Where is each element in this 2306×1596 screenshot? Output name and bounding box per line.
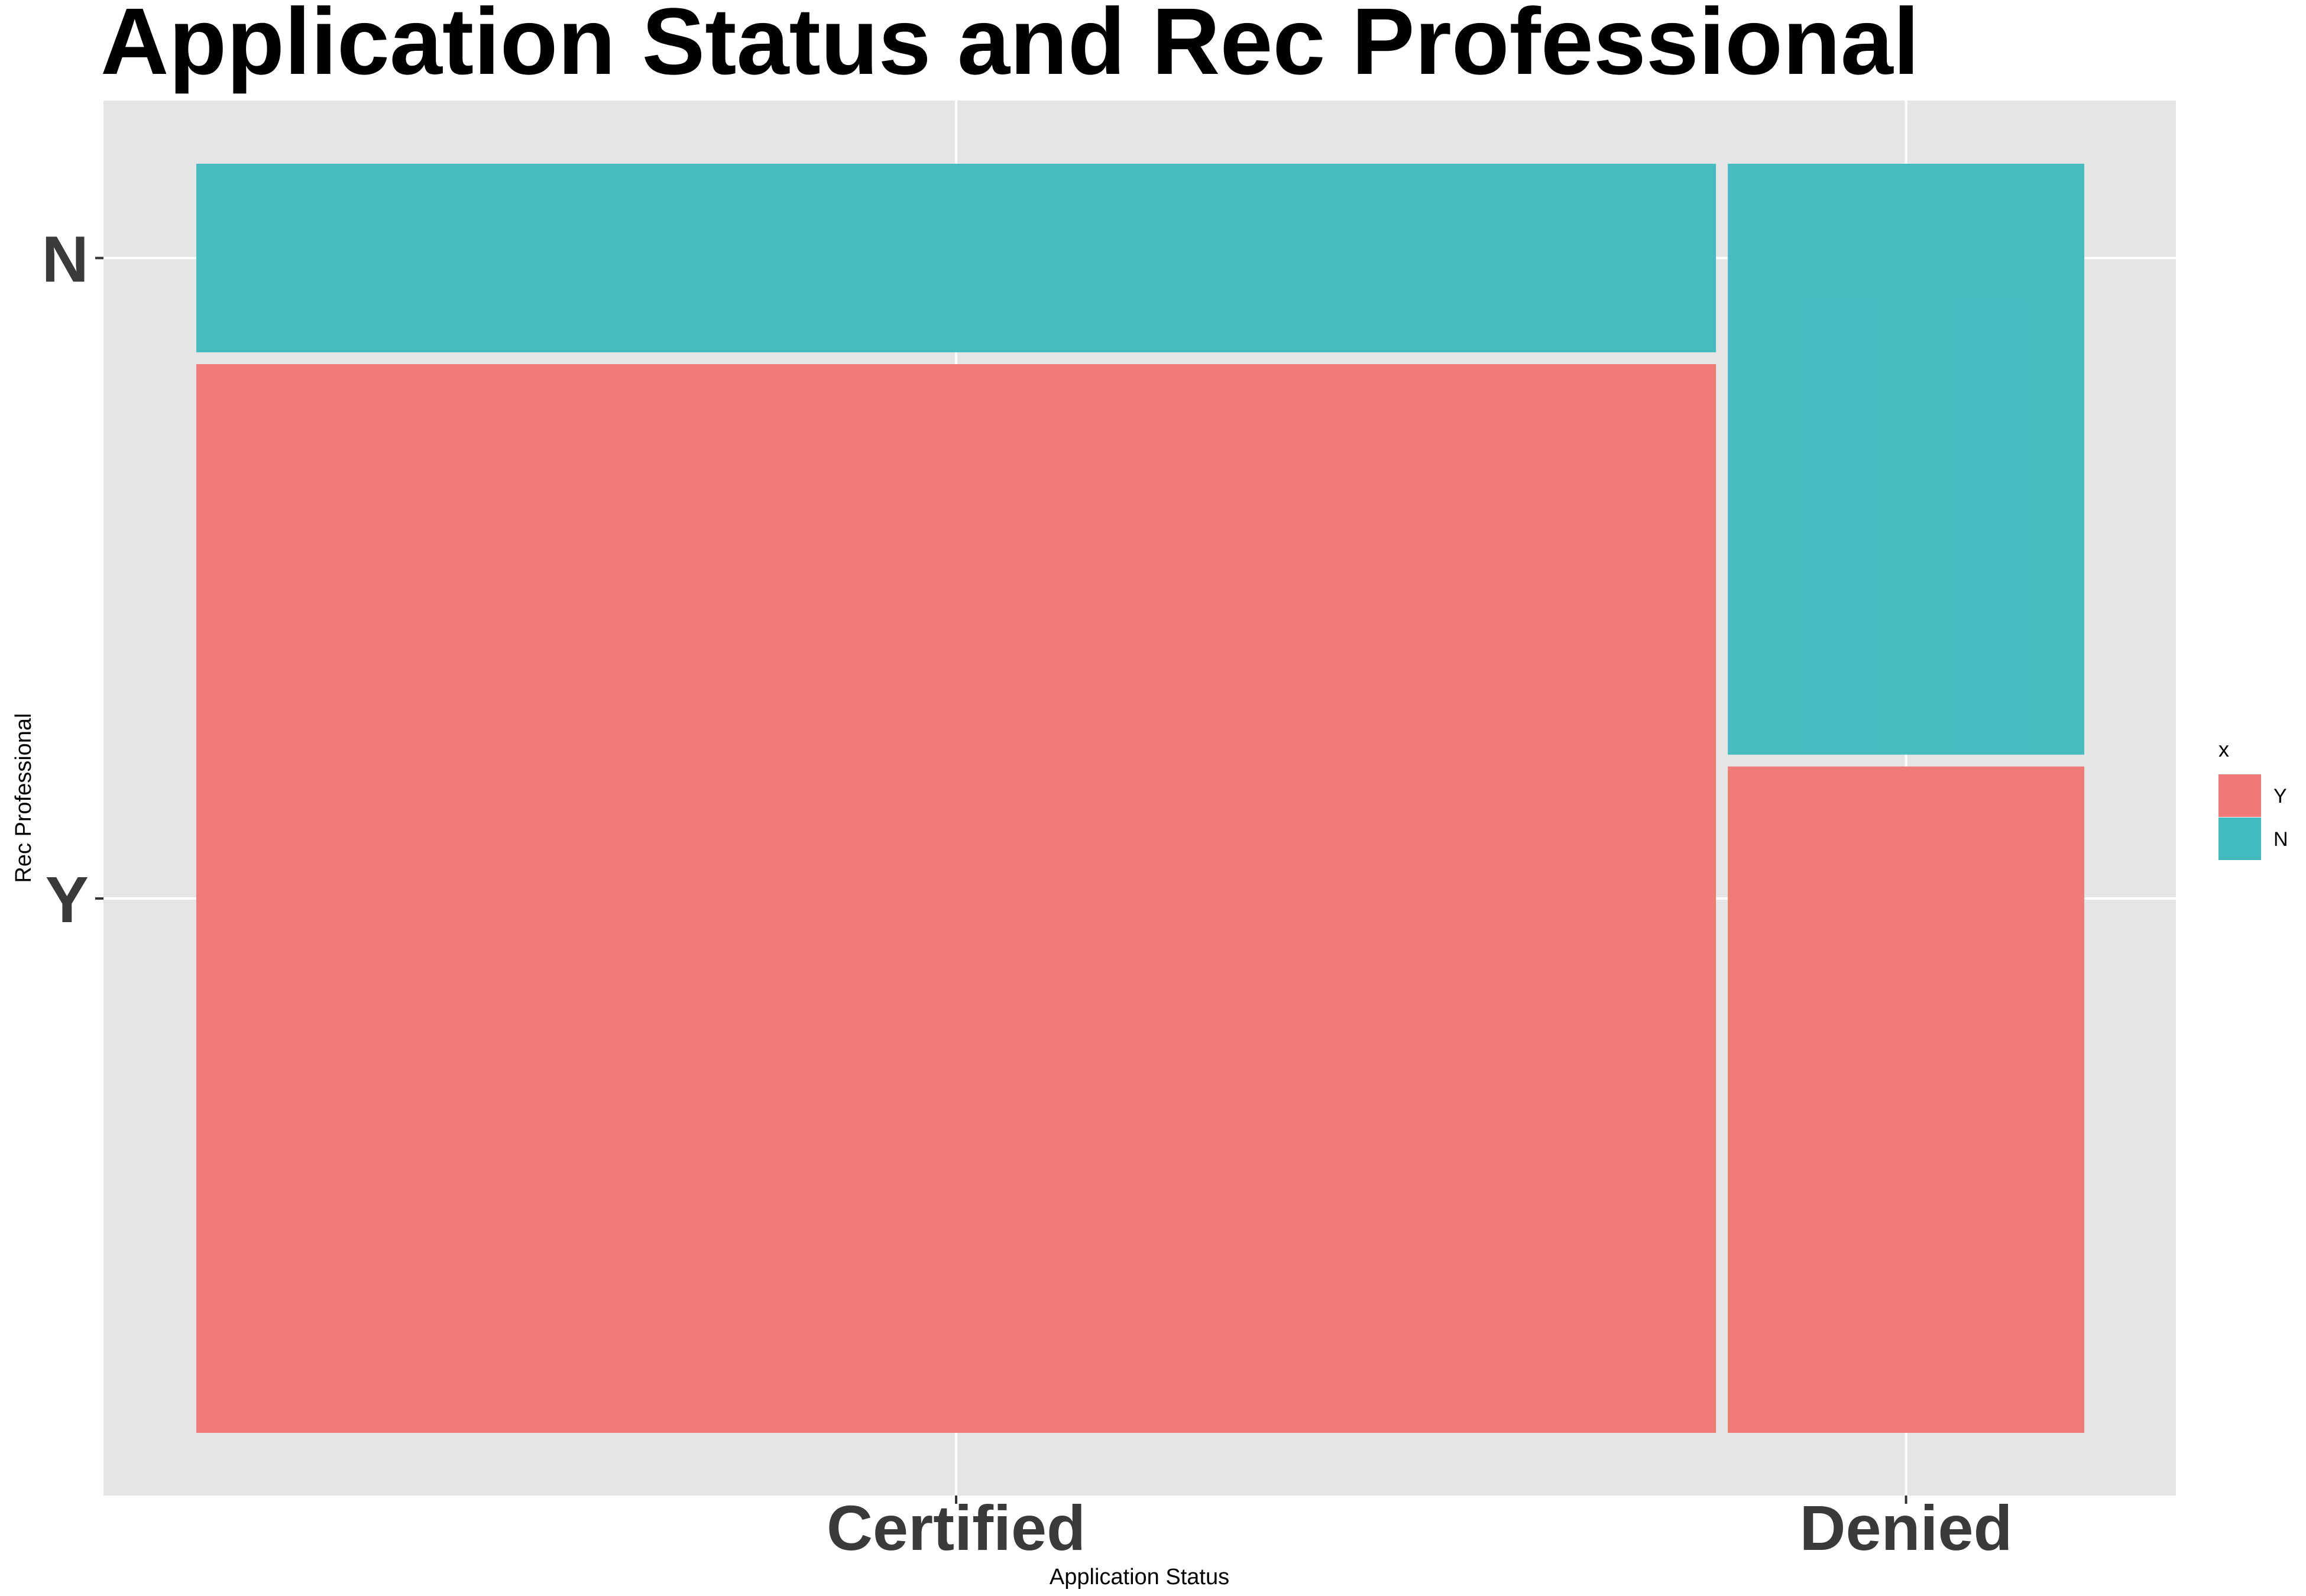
legend-swatch-n	[2218, 818, 2261, 860]
chart-title: Application Status and Rec Professional	[101, 0, 1919, 94]
x-axis-label: Application Status	[1050, 1565, 1229, 1589]
mosaic-cell-certified-y	[196, 364, 1716, 1433]
legend: x YN	[2218, 737, 2288, 860]
legend-swatch-y	[2218, 774, 2261, 817]
mosaic-cell-denied-y	[1728, 766, 2084, 1433]
mosaic-cell-denied-n	[1728, 164, 2084, 755]
x-tick-label-certified: Certified	[827, 1492, 1086, 1563]
y-tick-label-n: N	[42, 223, 89, 296]
legend-title: x	[2218, 737, 2229, 761]
legend-label-y: Y	[2273, 785, 2287, 807]
legend-entries: YN	[2218, 774, 2288, 860]
tick-labels: Certified Denied N Y	[42, 223, 2013, 1563]
y-tick-label-y: Y	[46, 864, 89, 936]
x-tick-label-denied: Denied	[1800, 1492, 2013, 1563]
mosaic-cell-certified-n	[196, 164, 1716, 353]
y-axis-label: Rec Professional	[11, 713, 36, 883]
legend-label-n: N	[2273, 828, 2288, 851]
mosaic-cells	[196, 164, 2084, 1433]
axis-ticks	[95, 257, 1907, 1504]
